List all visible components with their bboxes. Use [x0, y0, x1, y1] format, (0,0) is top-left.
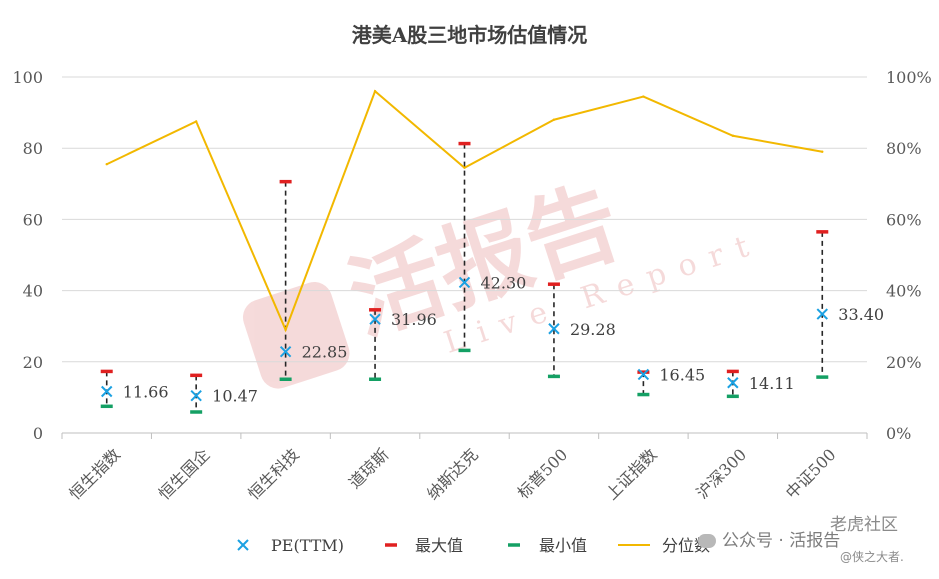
pe-marker-stroke	[190, 390, 202, 402]
pe-marker	[816, 308, 828, 320]
y-left-tick-label: 60	[23, 210, 43, 229]
y-right-tick-label: 100%	[886, 68, 932, 87]
pe-marker-stroke	[101, 385, 113, 398]
pe-marker	[279, 345, 292, 358]
y-right-tick-label: 60%	[886, 210, 922, 229]
pe-marker-stroke	[548, 323, 560, 335]
x-tick-label: 上证指数	[602, 445, 661, 504]
pe-data-label: 10.47	[212, 387, 258, 406]
x-tick-label: 恒生指数	[65, 445, 124, 504]
legend-label-min: 最小值	[539, 536, 587, 555]
pe-marker-stroke	[369, 313, 381, 325]
percentile-point	[463, 166, 466, 169]
x-tick-label: 标普500	[514, 445, 572, 503]
chart-title: 港美A股三地市场估值情况	[352, 23, 588, 47]
y-right-tick-label: 0%	[886, 424, 911, 443]
watermark-corner-community: 老虎社区	[830, 515, 898, 535]
pe-data-label: 33.40	[838, 305, 884, 324]
y-right-tick-label: 20%	[886, 353, 922, 372]
pe-marker	[727, 377, 739, 389]
y-right-tick-label: 40%	[886, 282, 922, 301]
watermark-social: 公众号 · 活报告	[698, 526, 840, 551]
percentile-point	[731, 134, 735, 137]
x-tick-label: 沪深300	[692, 445, 750, 503]
pe-data-label: 14.11	[749, 374, 795, 393]
wechat-icon	[698, 534, 716, 548]
legend: PE(TTM) 最大值 最小值 分位数	[237, 536, 710, 555]
pe-marker	[548, 323, 560, 335]
watermark-corner-author: @侠之大者.	[840, 550, 904, 564]
y-left-tick-label: 80	[23, 139, 43, 158]
pe-marker-stroke	[458, 276, 471, 289]
pe-data-label: 11.66	[123, 382, 169, 401]
pe-data-label: 29.28	[570, 320, 616, 339]
pe-marker	[458, 276, 471, 289]
pe-marker-stroke	[279, 345, 292, 358]
legend-label-pe: PE(TTM)	[271, 536, 344, 555]
pe-data-label: 31.96	[391, 310, 437, 329]
legend-pe-symbol	[237, 539, 249, 551]
percentile-point	[642, 95, 645, 98]
y-left-tick-label: 0	[33, 424, 43, 443]
pe-marker-stroke	[637, 368, 650, 381]
pe-marker	[637, 368, 650, 381]
pe-marker-stroke	[816, 308, 828, 320]
watermark-logo-icon	[242, 282, 350, 389]
y-right-tick-label: 80%	[886, 139, 922, 158]
x-tick-label: 恒生国企	[155, 445, 214, 504]
x-tick-label: 中证500	[782, 445, 840, 503]
percentile-point	[194, 120, 198, 123]
pe-data-label: 16.45	[659, 365, 705, 384]
pe-marker	[190, 390, 202, 402]
x-tick-label: 道琼斯	[345, 445, 392, 492]
legend-label-max: 最大值	[415, 536, 463, 555]
percentile-point	[284, 328, 287, 331]
pe-marker-stroke	[727, 377, 739, 389]
pe-marker	[101, 385, 113, 398]
percentile-point	[821, 150, 824, 153]
y-left-tick-label: 100	[12, 68, 43, 87]
percentile-point	[552, 118, 556, 121]
percentile-point	[373, 90, 377, 93]
x-tick-label: 纳斯达克	[423, 445, 482, 504]
pe-data-label: 22.85	[302, 343, 348, 362]
y-left-tick-label: 40	[23, 282, 43, 301]
pe-data-label: 42.30	[481, 273, 527, 292]
percentile-point	[105, 163, 108, 166]
pe-marker	[369, 313, 381, 325]
x-tick-label: 恒生科技	[244, 445, 303, 504]
y-left-tick-label: 20	[23, 353, 43, 372]
